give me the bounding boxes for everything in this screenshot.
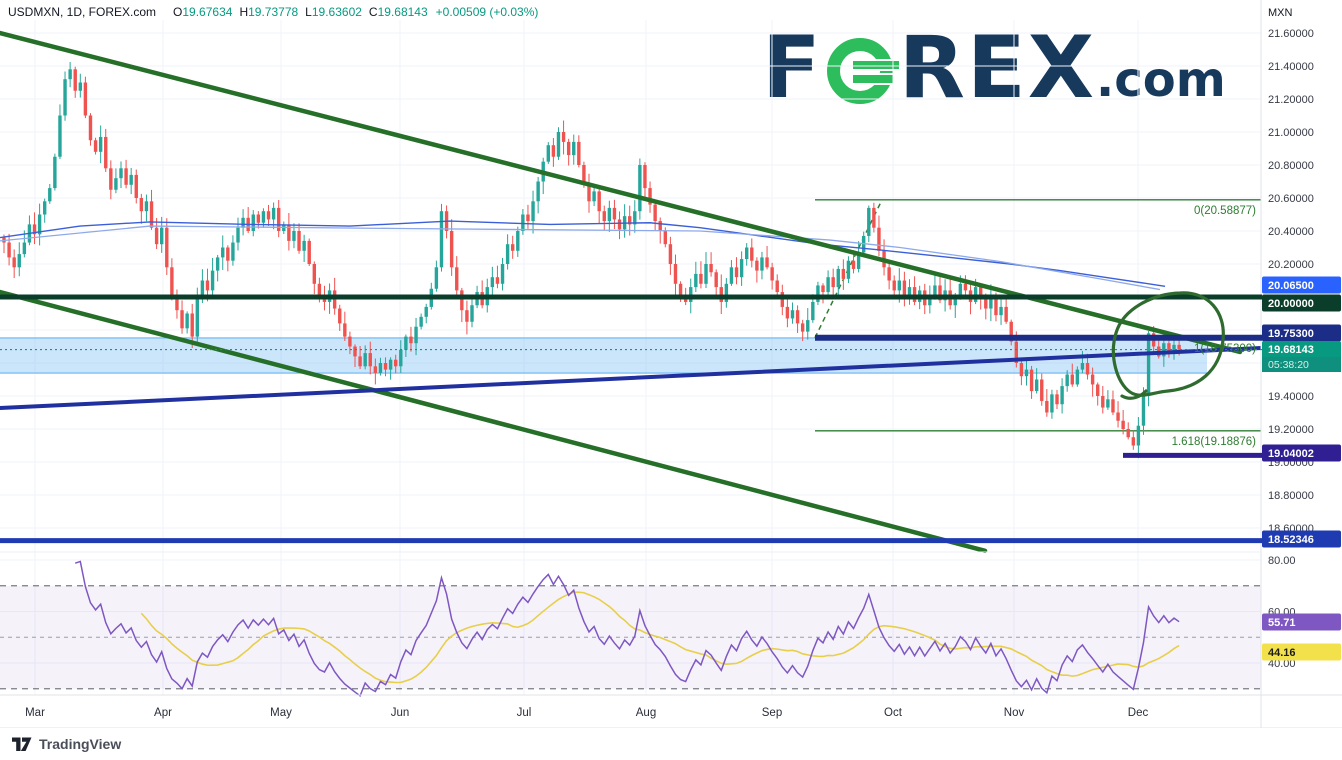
- price-tick-label: 20.60000: [1268, 193, 1314, 205]
- tradingview-brand-text: TradingView: [39, 736, 122, 752]
- month-label: Oct: [884, 707, 903, 719]
- price-label-box: [1262, 613, 1341, 631]
- sma-slow-2: [0, 225, 1161, 291]
- price-label-box: [1262, 276, 1341, 294]
- month-label: Dec: [1128, 707, 1149, 719]
- price-label-text: 20.06500: [1268, 280, 1314, 292]
- price-scale[interactable]: MXN 21.60000 21.40000 21.20000 21.00000 20.80…: [1260, 0, 1342, 728]
- low-value: 19.63602: [311, 5, 362, 19]
- close-value: 19.68143: [377, 5, 428, 19]
- price-tick-label: 21.60000: [1268, 28, 1314, 40]
- price-label-text: 18.52346: [1268, 534, 1314, 546]
- ellipse-annotation[interactable]: [1111, 291, 1225, 397]
- forex-logo-o-icon: [826, 38, 899, 104]
- price-tick-label: 18.80000: [1268, 490, 1314, 502]
- forex-com-watermark: F REX .com: [762, 18, 1226, 118]
- open-label: O: [173, 5, 183, 19]
- rsi-pane: [0, 560, 1261, 698]
- main-chart[interactable]: MXN 21.60000 21.40000 21.20000 21.00000 20.80…: [0, 0, 1342, 728]
- price-tick-label: 21.40000: [1268, 61, 1314, 73]
- change-value: +0.00509 (+0.03%): [435, 5, 539, 19]
- support-band[interactable]: [0, 337, 1207, 374]
- price-tick-label: 21.00000: [1268, 127, 1314, 139]
- ellipse-annotation-tail[interactable]: [1120, 389, 1148, 400]
- bar-countdown-text: 05:38:20: [1268, 359, 1309, 371]
- month-label: Apr: [154, 707, 172, 719]
- low-label: L: [305, 5, 312, 19]
- time-scale[interactable]: Mar Apr May Jun Jul Aug Sep Oct Nov Dec: [0, 551, 1342, 728]
- rsi-tick-label: 40.00: [1268, 658, 1296, 670]
- axis-currency-label: MXN: [1268, 7, 1293, 19]
- price-label-box: [1262, 324, 1341, 342]
- current-price-text: 19.68143: [1268, 344, 1314, 356]
- price-label-box: [1262, 643, 1341, 661]
- price-tick-label: 20.80000: [1268, 160, 1314, 172]
- footer-bar: TradingView: [0, 728, 1342, 760]
- month-label: Sep: [762, 707, 782, 719]
- price-label-text: 19.04002: [1268, 448, 1314, 460]
- month-label: Mar: [25, 707, 45, 719]
- forex-logo-bar-top: [852, 59, 899, 71]
- price-label-text: 44.16: [1268, 647, 1296, 659]
- forex-logo-bar-bottom: [852, 73, 893, 85]
- month-label: Nov: [1004, 707, 1025, 719]
- symbol-title[interactable]: USDMXN, 1D, FOREX.com: [8, 5, 157, 19]
- descending-trendline-major[interactable]: [0, 30, 1243, 355]
- price-label-box: [1262, 444, 1341, 462]
- fib-level-label: 0(20.58877): [1194, 205, 1256, 217]
- price-tick-label: 21.20000: [1268, 94, 1314, 106]
- price-label-box: [1262, 530, 1341, 548]
- price-label-text: 55.71: [1268, 617, 1296, 629]
- symbol-legend[interactable]: USDMXN, 1D, FOREX.com O19.67634 H19.73778 L…: [8, 5, 538, 19]
- watermark-dot-com: .com: [1096, 52, 1226, 108]
- month-label: Jun: [391, 707, 410, 719]
- descending-trendline-lower[interactable]: [0, 289, 988, 554]
- price-tick-label: 19.40000: [1268, 391, 1314, 403]
- close-label: C: [368, 5, 378, 19]
- price-tick-label: 20.20000: [1268, 259, 1314, 271]
- tradingview-logo-icon: [12, 737, 32, 751]
- month-label: May: [270, 707, 292, 719]
- month-label: Aug: [636, 707, 656, 719]
- month-label: Jul: [517, 707, 532, 719]
- ascending-trendline[interactable]: [0, 345, 1263, 411]
- price-label-text: 20.00000: [1268, 298, 1314, 310]
- open-value: 19.67634: [182, 5, 233, 19]
- rsi-ma-line: [140, 591, 1180, 684]
- tradingview-brand[interactable]: TradingView: [12, 736, 121, 752]
- price-label-box: [1262, 294, 1341, 312]
- watermark-letters-rex: REX: [898, 18, 1097, 118]
- fib-level-label: 1(19.75300): [1194, 343, 1256, 355]
- fib-level-label: 1.618(19.18876): [1172, 436, 1257, 448]
- high-value: 19.73778: [248, 5, 299, 19]
- high-label: H: [239, 5, 249, 19]
- price-tick-label: 19.20000: [1268, 424, 1314, 436]
- rsi-line: [74, 560, 1180, 698]
- price-tick-label: 20.40000: [1268, 226, 1314, 238]
- price-label-text: 19.75300: [1268, 328, 1314, 340]
- rsi-tick-label: 80.00: [1268, 555, 1296, 567]
